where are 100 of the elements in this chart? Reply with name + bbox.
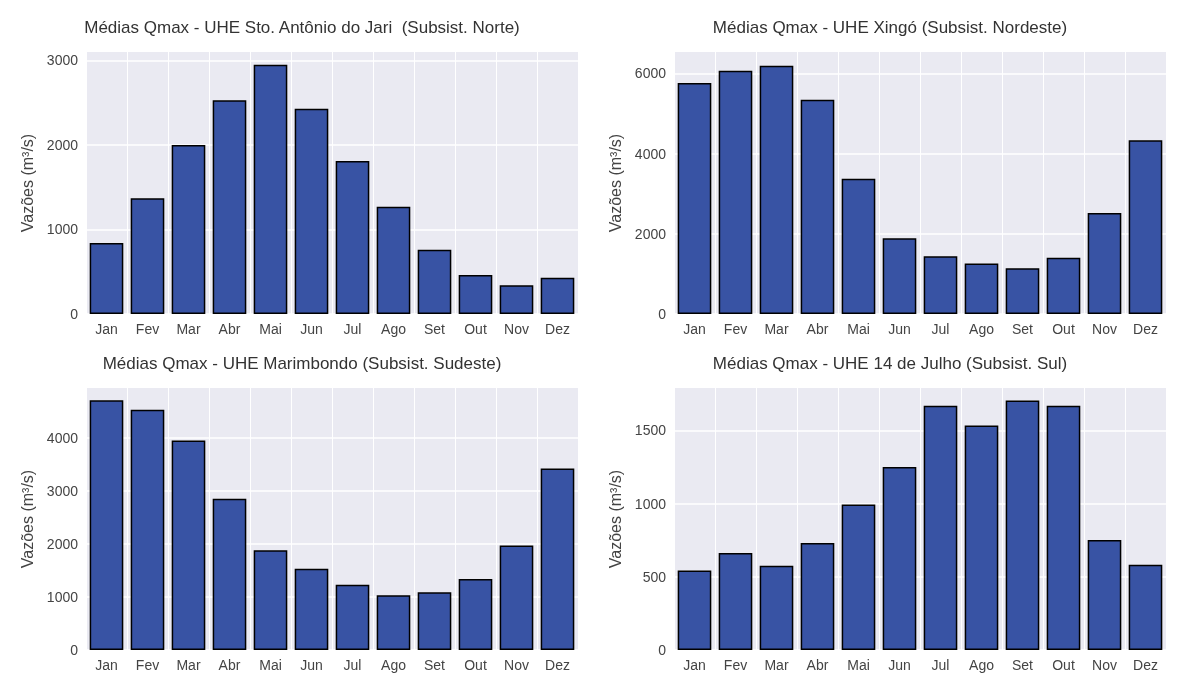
x-tick-label: Dez bbox=[1133, 657, 1158, 673]
y-tick-label: 3000 bbox=[46, 482, 79, 499]
x-tick-label: Nov bbox=[504, 657, 529, 673]
x-tick-label: Jan bbox=[95, 321, 118, 337]
x-tick-label: Set bbox=[1011, 321, 1034, 337]
x-tick-label: Out bbox=[464, 321, 487, 337]
x-tick-label: Jun bbox=[300, 321, 323, 337]
y-axis-title: Vazões (m³/s) bbox=[607, 469, 625, 569]
bar bbox=[923, 256, 958, 314]
chart-title: Médias Qmax - UHE 14 de Julho (Subsist. Sul) bbox=[712, 354, 1068, 373]
x-tick-label: Out bbox=[1052, 321, 1075, 337]
bar bbox=[294, 568, 329, 650]
x-tick-label: Set bbox=[1011, 657, 1034, 673]
x-tick-label: Jul bbox=[343, 321, 362, 337]
bar bbox=[335, 161, 370, 314]
y-tick-label: 0 bbox=[658, 306, 667, 322]
y-tick-label: 3000 bbox=[46, 52, 79, 69]
x-tick-label: Abr bbox=[806, 657, 829, 673]
x-tick-label: Ago bbox=[381, 657, 407, 673]
x-tick-label: Fev bbox=[135, 321, 160, 337]
x-tick-label: Nov bbox=[1092, 657, 1117, 673]
x-tick-label: Mai bbox=[259, 321, 282, 337]
x-tick-label: Set bbox=[423, 321, 446, 337]
x-tick-label: Ago bbox=[969, 657, 995, 673]
x-tick-label: Out bbox=[1052, 657, 1075, 673]
bar bbox=[89, 400, 124, 650]
x-tick-label: Mar bbox=[176, 321, 201, 337]
x-tick-label: Ago bbox=[969, 321, 995, 337]
bar bbox=[677, 570, 712, 650]
x-tick-label: Fev bbox=[135, 657, 160, 673]
y-tick-label: 2000 bbox=[46, 136, 79, 153]
bar bbox=[417, 592, 452, 650]
x-tick-label: Jan bbox=[683, 657, 706, 673]
x-tick-label: Jan bbox=[683, 321, 706, 337]
x-tick-label: Abr bbox=[218, 321, 241, 337]
x-tick-label: Abr bbox=[218, 657, 241, 673]
bar bbox=[458, 275, 493, 314]
bar bbox=[294, 108, 329, 314]
x-tick-label: Dez bbox=[545, 657, 570, 673]
bar bbox=[1046, 405, 1081, 650]
bar bbox=[212, 100, 247, 314]
x-tick-label: Nov bbox=[504, 321, 529, 337]
x-tick-label: Mar bbox=[176, 657, 201, 673]
bar bbox=[540, 468, 575, 650]
x-tick-label: Set bbox=[423, 657, 446, 673]
bar bbox=[841, 178, 876, 314]
bar bbox=[130, 409, 165, 650]
x-tick-label: Mar bbox=[764, 657, 789, 673]
x-tick-label: Dez bbox=[1133, 321, 1158, 337]
y-tick-label: 4000 bbox=[46, 429, 79, 446]
bar bbox=[253, 64, 288, 314]
bar bbox=[923, 405, 958, 650]
x-tick-label: Jul bbox=[343, 657, 362, 673]
bar bbox=[1005, 400, 1040, 650]
y-tick-label: 1500 bbox=[634, 422, 667, 439]
chart-title: Médias Qmax - UHE Marimbondo (Subsist. Sudeste) bbox=[102, 354, 502, 373]
x-tick-label: Nov bbox=[1092, 321, 1117, 337]
bar bbox=[1087, 540, 1122, 650]
bar bbox=[89, 243, 124, 314]
bar bbox=[882, 238, 917, 314]
x-tick-label: Jun bbox=[300, 657, 323, 673]
bar bbox=[540, 277, 575, 314]
x-tick-label: Jul bbox=[931, 657, 950, 673]
bar bbox=[718, 553, 753, 650]
bar bbox=[1046, 257, 1081, 314]
bar bbox=[253, 550, 288, 650]
chart-title: Médias Qmax - UHE Sto. Antônio do Jari (Subsist. Norte) bbox=[84, 18, 520, 37]
x-tick-label: Mar bbox=[764, 321, 789, 337]
bar bbox=[458, 578, 493, 650]
bar bbox=[376, 595, 411, 650]
chart-title: Médias Qmax - UHE Xingó (Subsist. Nordeste) bbox=[712, 18, 1068, 37]
bar bbox=[130, 198, 165, 314]
y-axis-title: Vazões (m³/s) bbox=[19, 469, 37, 569]
x-tick-label: Jun bbox=[888, 321, 911, 337]
y-tick-label: 1000 bbox=[634, 495, 667, 512]
y-tick-label: 4000 bbox=[634, 145, 667, 162]
bar bbox=[1087, 212, 1122, 314]
x-tick-label: Fev bbox=[723, 657, 748, 673]
bar bbox=[499, 285, 534, 314]
y-tick-label: 0 bbox=[70, 306, 79, 322]
bar bbox=[1128, 140, 1163, 314]
x-tick-label: Jul bbox=[931, 321, 950, 337]
bar bbox=[800, 99, 835, 314]
y-tick-label: 1000 bbox=[46, 588, 79, 605]
x-tick-label: Jan bbox=[95, 657, 118, 673]
x-tick-label: Mai bbox=[847, 321, 870, 337]
y-tick-label: 0 bbox=[70, 642, 79, 658]
x-tick-label: Mai bbox=[259, 657, 282, 673]
x-tick-label: Out bbox=[464, 657, 487, 673]
bar bbox=[1128, 564, 1163, 650]
bar bbox=[1005, 268, 1040, 314]
bar bbox=[212, 498, 247, 650]
x-tick-label: Dez bbox=[545, 321, 570, 337]
bar bbox=[841, 504, 876, 650]
x-tick-label: Mai bbox=[847, 657, 870, 673]
bar bbox=[800, 543, 835, 650]
x-tick-label: Fev bbox=[723, 321, 748, 337]
bar bbox=[417, 249, 452, 314]
bar bbox=[759, 565, 794, 650]
bar bbox=[964, 263, 999, 314]
